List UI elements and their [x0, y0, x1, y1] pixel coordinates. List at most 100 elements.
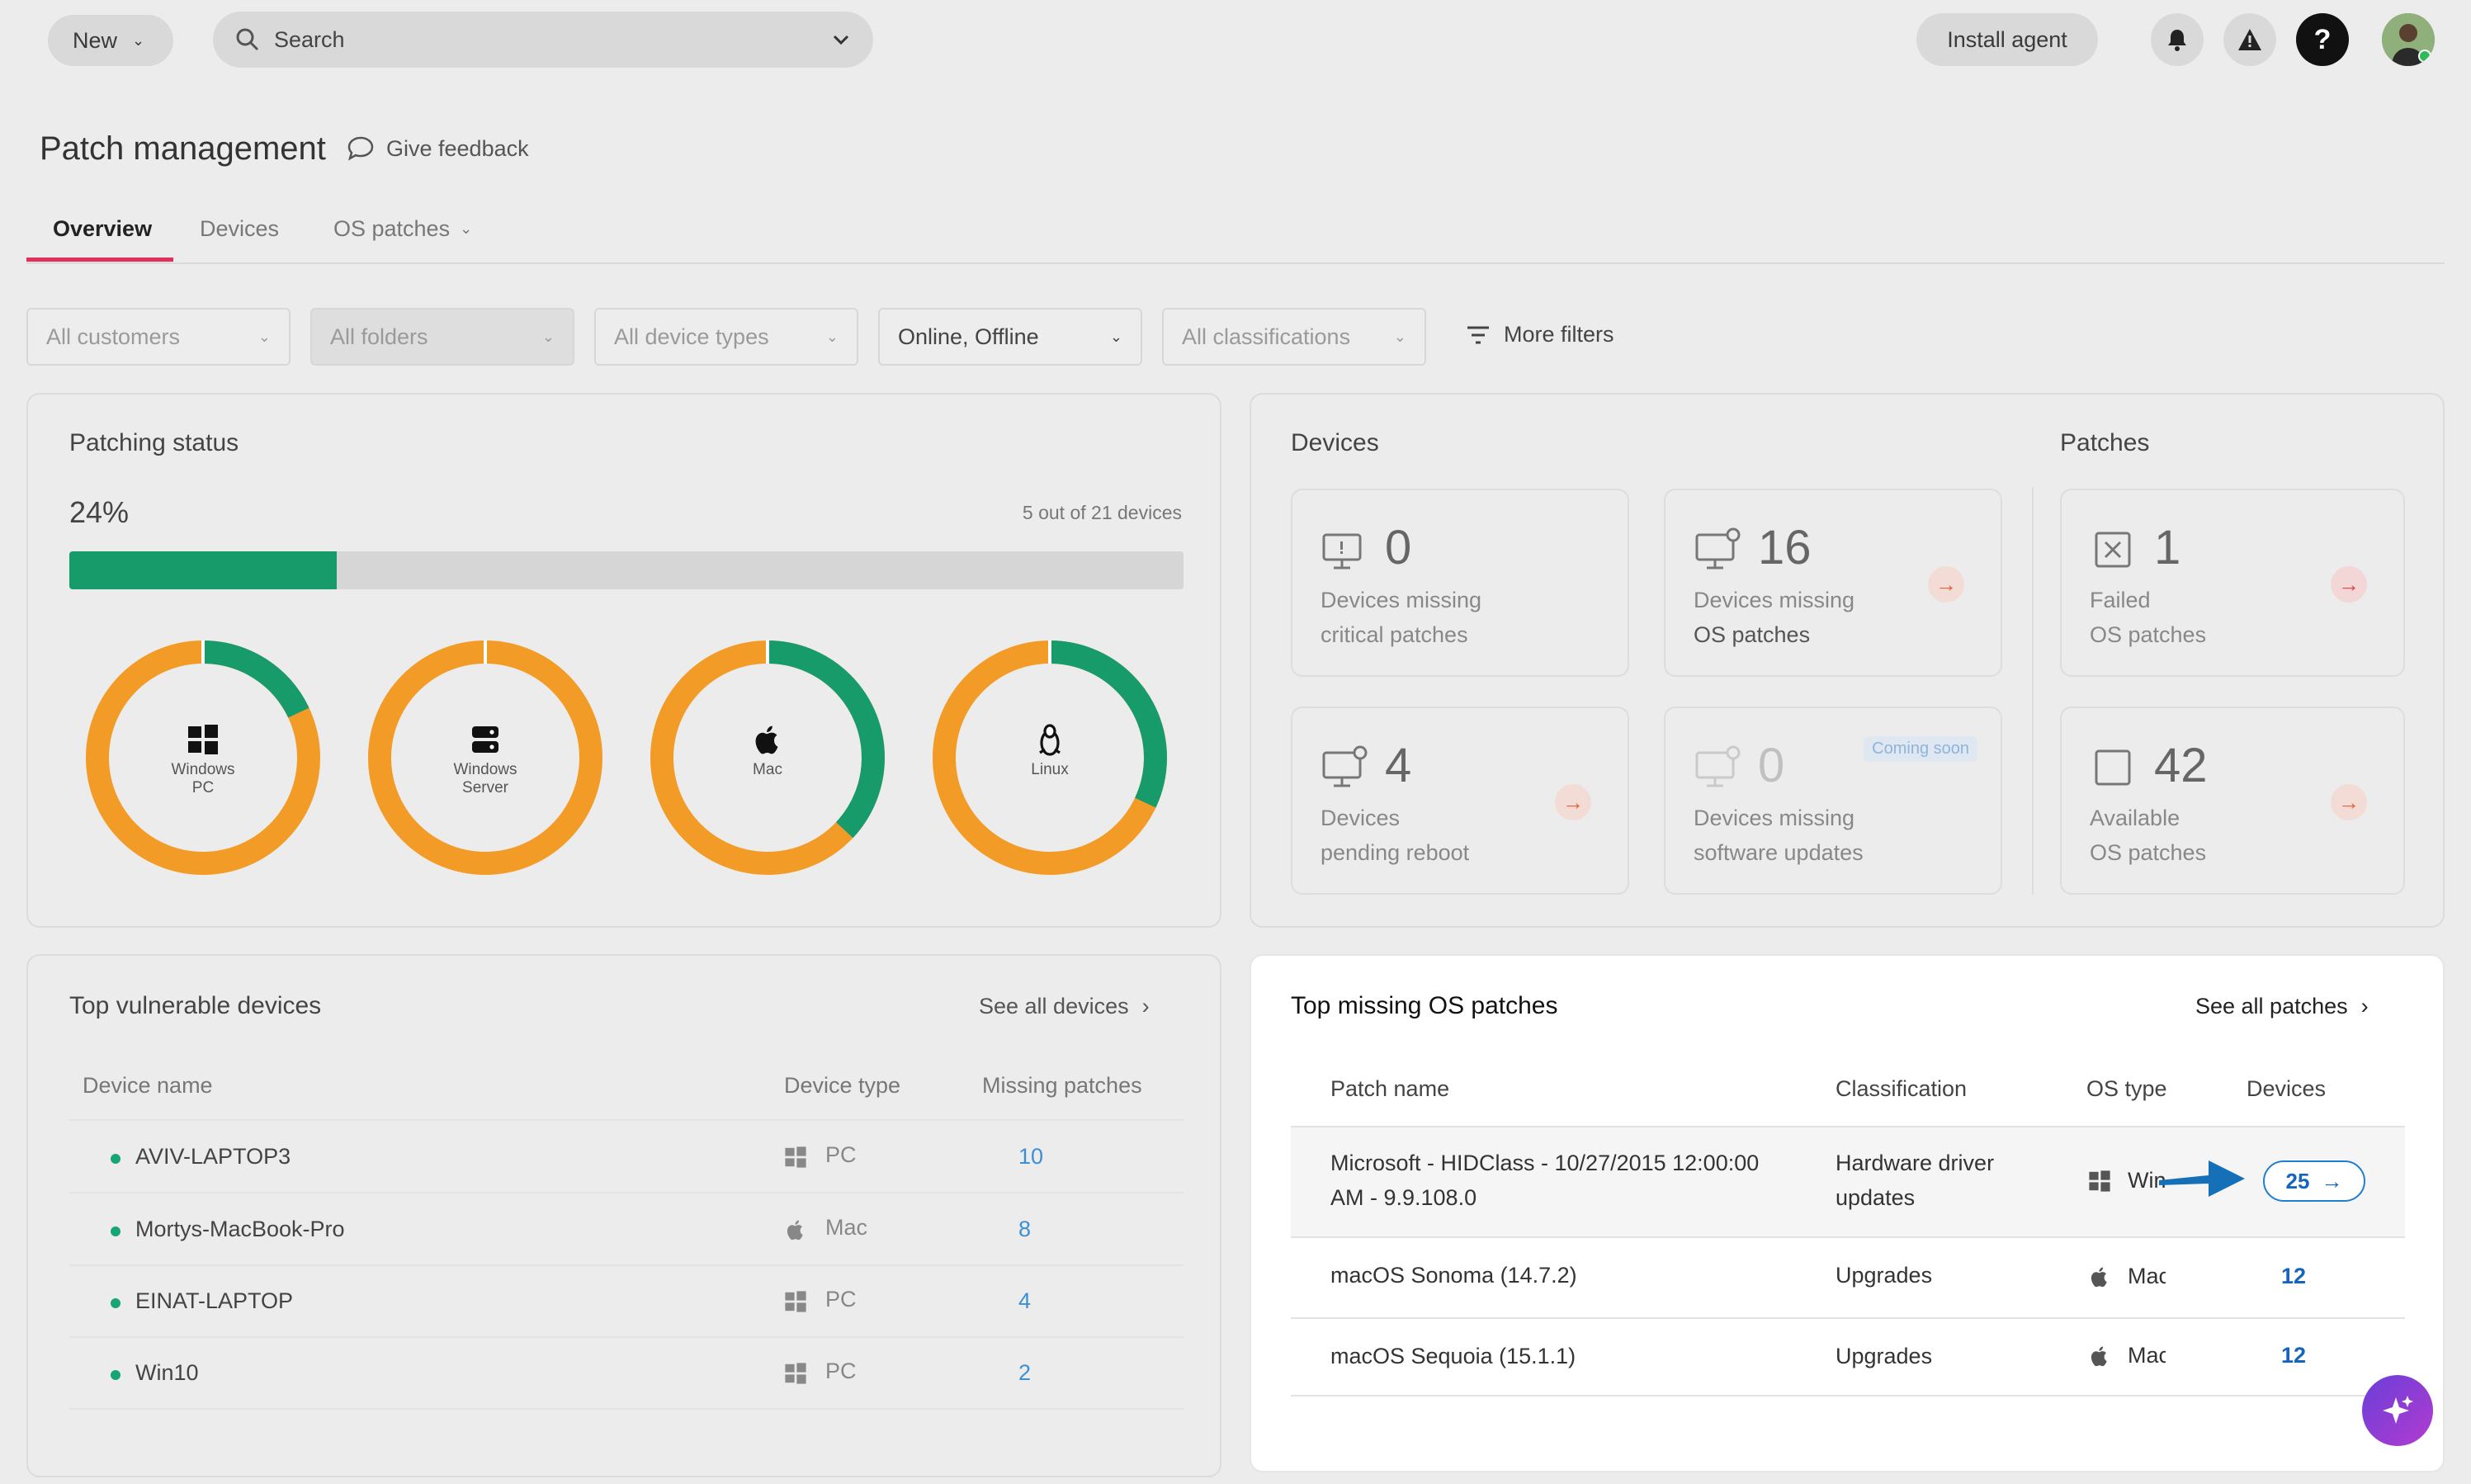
tile-failed-os-patches[interactable]: 1 Failed OS patches →: [2060, 489, 2405, 677]
see-all-devices-link[interactable]: See all devices ›: [979, 994, 1150, 1019]
patch-name[interactable]: macOS Sonoma (14.7.2): [1330, 1263, 1577, 1288]
folders-filter[interactable]: All folders ⌄: [310, 308, 574, 366]
donut-sublabel: Server: [462, 779, 508, 796]
tab-devices[interactable]: Devices: [200, 216, 280, 241]
windows-icon: [784, 1146, 807, 1173]
notifications-button[interactable]: [2151, 13, 2204, 66]
patching-status-title: Patching status: [69, 429, 239, 456]
online-status-dot: [111, 1298, 120, 1308]
user-avatar-icon: [2382, 13, 2435, 66]
search-bar[interactable]: Search: [213, 12, 873, 68]
devices-count-button[interactable]: 25 →: [2263, 1160, 2365, 1202]
device-name[interactable]: EINAT-LAPTOP: [135, 1288, 294, 1313]
arrow-right-icon: →: [2321, 1168, 2343, 1193]
missing-patches-count[interactable]: 10: [1018, 1144, 1044, 1169]
missing-os-patches-title: Top missing OS patches: [1291, 992, 1558, 1019]
see-all-patches-link[interactable]: See all patches ›: [2195, 994, 2369, 1019]
donut-label: Windows: [171, 761, 235, 778]
row-divider: [69, 1192, 1184, 1193]
arrow-right-icon[interactable]: →: [1555, 784, 1591, 820]
chevron-down-icon[interactable]: [830, 29, 852, 50]
patching-devices-count: 5 out of 21 devices: [1022, 502, 1182, 523]
tile-available-label-1: Available: [2090, 806, 2180, 830]
tile-devices-missing-os[interactable]: 16 Devices missing OS patches →: [1664, 489, 2002, 677]
donut-sublabel: PC: [191, 779, 215, 796]
donut-chart[interactable]: Windows Server: [361, 634, 609, 881]
tile-critical-value: 0: [1385, 521, 1412, 574]
donut-chart[interactable]: Mac: [644, 634, 891, 881]
classification: Upgrades: [1836, 1263, 1933, 1288]
install-agent-button[interactable]: Install agent: [1916, 13, 2098, 66]
os-type: Mac: [2128, 1264, 2166, 1288]
ai-assistant-button[interactable]: [2362, 1375, 2433, 1446]
status-filter[interactable]: Online, Offline ⌄: [878, 308, 1142, 366]
tile-reboot-label-2: pending reboot: [1321, 840, 1470, 865]
missing-patches-count[interactable]: 2: [1018, 1360, 1032, 1385]
warning-icon: [2238, 29, 2261, 50]
col-device-type: Device type: [784, 1073, 901, 1098]
give-feedback-link[interactable]: Give feedback: [347, 135, 529, 162]
devices-count: 25: [2285, 1168, 2310, 1193]
row-divider: [69, 1119, 1184, 1121]
col-devices: Devices: [2247, 1076, 2327, 1101]
patch-name[interactable]: macOS Sequoia (15.1.1): [1330, 1344, 1576, 1368]
tile-devices-pending-reboot[interactable]: 4 Devices pending reboot →: [1291, 707, 1629, 895]
monitor-reboot-icon: [1322, 745, 1368, 787]
arrow-right-icon[interactable]: →: [2331, 566, 2367, 603]
tile-devices-missing-critical[interactable]: 0 Devices missing critical patches: [1291, 489, 1629, 677]
avatar[interactable]: [2382, 13, 2435, 66]
row-divider: [1291, 1317, 2405, 1319]
windows-icon: [784, 1290, 807, 1317]
patch-available-icon: [2095, 749, 2131, 786]
arrow-right-icon[interactable]: →: [1928, 566, 1964, 603]
see-all-devices-label: See all devices: [979, 994, 1129, 1018]
row-divider: [69, 1264, 1184, 1266]
tile-os-label-1: Devices missing: [1694, 588, 1855, 612]
online-status-dot: [111, 1154, 120, 1164]
patch-name-line-2: AM - 9.9.108.0: [1330, 1185, 1477, 1210]
server-icon: [469, 723, 502, 761]
apple-icon: [2088, 1265, 2111, 1293]
windows-icon: [784, 1362, 807, 1389]
donut-chart[interactable]: Linux: [926, 634, 1174, 881]
tab-os-patches[interactable]: OS patches ⌄: [333, 216, 472, 242]
chevron-down-icon: ⌄: [460, 220, 473, 237]
missing-patches-count[interactable]: 4: [1018, 1288, 1032, 1313]
arrow-right-icon[interactable]: →: [2331, 784, 2367, 820]
device-type: PC: [825, 1359, 857, 1383]
devices-count[interactable]: 12: [2281, 1343, 2307, 1368]
donut-ring: [368, 640, 602, 875]
device-name[interactable]: AVIV-LAPTOP3: [135, 1144, 291, 1169]
tile-reboot-label-1: Devices: [1321, 806, 1401, 830]
tile-os-label-2: OS patches: [1694, 622, 1811, 647]
chevron-right-icon: ›: [2360, 994, 2369, 1018]
more-filters-button[interactable]: More filters: [1466, 322, 1614, 347]
row-divider: [1291, 1236, 2405, 1238]
row-divider: [1291, 1395, 2405, 1397]
folders-filter-label: All folders: [330, 324, 428, 349]
os-type: Mac: [2128, 1343, 2166, 1368]
donut-ring: [86, 640, 320, 875]
chevron-down-icon: ⌄: [541, 328, 555, 345]
donut-chart[interactable]: Windows PC: [79, 634, 327, 881]
classifications-filter[interactable]: All classifications ⌄: [1162, 308, 1426, 366]
devices-count[interactable]: 12: [2281, 1264, 2307, 1288]
tile-available-os-patches[interactable]: 42 Available OS patches →: [2060, 707, 2405, 895]
device-name[interactable]: Win10: [135, 1360, 199, 1385]
device-types-filter[interactable]: All device types ⌄: [594, 308, 858, 366]
patching-progress-bar: [69, 551, 1184, 589]
patch-name[interactable]: Microsoft - HIDClass - 10/27/2015 12:00:…: [1330, 1151, 1760, 1175]
install-agent-label: Install agent: [1947, 26, 2067, 52]
new-button[interactable]: New ⌄: [48, 15, 173, 66]
donut-ring: [933, 640, 1167, 875]
tile-software-label-2: software updates: [1694, 840, 1864, 865]
device-name[interactable]: Mortys-MacBook-Pro: [135, 1217, 345, 1241]
missing-patches-count[interactable]: 8: [1018, 1217, 1032, 1241]
row-divider: [69, 1336, 1184, 1338]
tile-failed-label-2: OS patches: [2090, 622, 2207, 647]
tab-overview[interactable]: Overview: [53, 216, 153, 241]
alerts-button[interactable]: [2223, 13, 2276, 66]
callout-arrow-icon: [2159, 1160, 2245, 1197]
help-button[interactable]: ?: [2296, 13, 2349, 66]
customers-filter[interactable]: All customers ⌄: [26, 308, 291, 366]
